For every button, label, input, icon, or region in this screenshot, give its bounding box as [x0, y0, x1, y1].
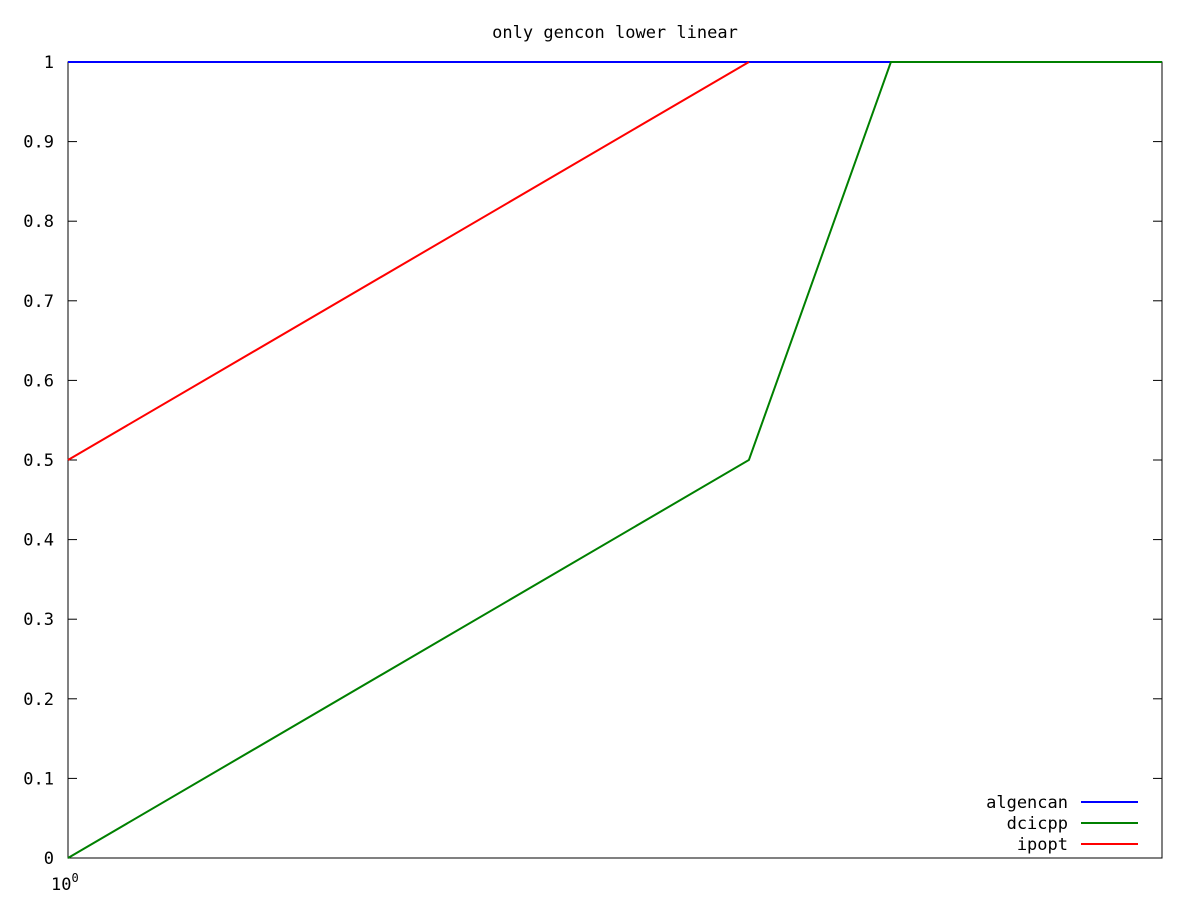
series-line-dcicpp	[67, 61, 1162, 859]
y-tick-label: 0.9	[23, 133, 54, 153]
y-tick-label: 0.1	[23, 769, 54, 789]
y-tick-label: 0.5	[23, 451, 54, 471]
y-tick-label: 0.8	[23, 212, 54, 232]
series-line-ipopt	[67, 61, 750, 461]
x-tick-label: 100	[51, 871, 79, 895]
plot-frame	[67, 61, 1163, 859]
chart-title: only gencon lower linear	[492, 23, 738, 43]
y-tick-label: 0.6	[23, 371, 54, 391]
y-tick-label: 0.2	[23, 690, 54, 710]
axis-ticks: 0 0.1 0.2 0.3 0.4 0.5 0.6 0.7 0.8 0.9 1 100	[23, 53, 1162, 895]
legend-label-ipopt: ipopt	[1017, 835, 1068, 855]
y-tick-label: 0	[44, 849, 54, 869]
series-lines	[67, 61, 1162, 859]
legend-label-dcicpp: dcicpp	[1007, 814, 1068, 834]
y-tick-label: 0.3	[23, 610, 54, 630]
legend-label-algencan: algencan	[986, 793, 1068, 813]
y-tick-label: 0.7	[23, 292, 54, 312]
y-tick-label: 0.4	[23, 531, 54, 551]
y-tick-label: 1	[44, 53, 54, 73]
